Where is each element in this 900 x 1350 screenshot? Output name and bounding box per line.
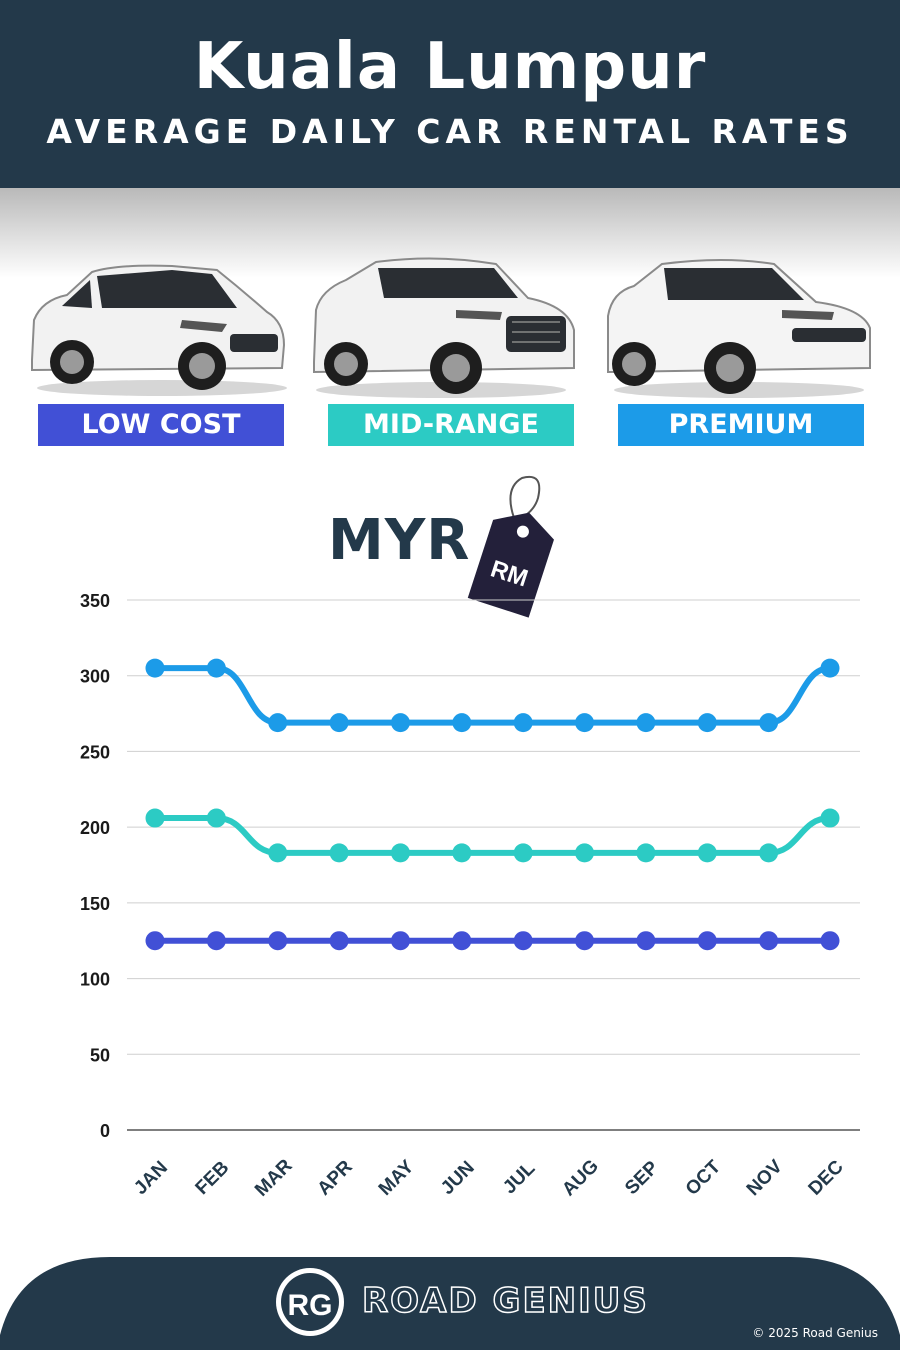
data-point bbox=[759, 713, 779, 733]
y-tick-label: 0 bbox=[100, 1121, 110, 1141]
header-banner: Kuala Lumpur AVERAGE DAILY CAR RENTAL RA… bbox=[0, 0, 900, 188]
x-tick-label: NOV bbox=[743, 1156, 787, 1200]
x-tick-label: DEC bbox=[804, 1156, 847, 1199]
x-tick-label: JUN bbox=[437, 1157, 479, 1199]
currency-code: MYR bbox=[328, 508, 471, 573]
y-tick-label: 300 bbox=[80, 667, 110, 687]
price-tag-icon: RM bbox=[467, 476, 554, 618]
data-point bbox=[513, 843, 533, 863]
data-point bbox=[513, 931, 533, 951]
footer-banner: RG bbox=[0, 1257, 900, 1350]
low-cost-label: LOW COST bbox=[38, 404, 284, 446]
data-point bbox=[145, 808, 165, 828]
hatchback-car-image bbox=[31, 264, 287, 396]
y-tick-label: 150 bbox=[80, 894, 110, 914]
x-tick-label: MAR bbox=[251, 1155, 297, 1201]
data-point bbox=[390, 713, 410, 733]
brand-name: ROAD GENIUS bbox=[361, 1280, 649, 1322]
data-point bbox=[513, 713, 533, 733]
data-point bbox=[759, 931, 779, 951]
data-point bbox=[759, 843, 779, 863]
series-line bbox=[152, 815, 833, 856]
suv-car-image bbox=[313, 257, 575, 398]
data-point bbox=[329, 843, 349, 863]
x-tick-label: FEB bbox=[192, 1157, 234, 1199]
data-point bbox=[575, 843, 595, 863]
y-tick-label: 350 bbox=[80, 591, 110, 611]
data-point bbox=[452, 931, 472, 951]
data-point bbox=[206, 808, 226, 828]
data-point bbox=[206, 658, 226, 678]
data-point bbox=[206, 931, 226, 951]
premium-label: PREMIUM bbox=[618, 404, 864, 446]
data-point bbox=[697, 843, 717, 863]
copyright-text: © 2025 Road Genius bbox=[752, 1326, 878, 1340]
data-point bbox=[575, 931, 595, 951]
x-tick-label: JUL bbox=[499, 1158, 540, 1199]
premium-suv-image bbox=[607, 259, 871, 398]
data-point bbox=[575, 713, 595, 733]
rental-rate-chart: 0 50 100 150 200 250 300 350 JAN FEB MAR APR MAY JUN J… bbox=[80, 591, 860, 1201]
data-point bbox=[697, 931, 717, 951]
x-tick-label: SEP bbox=[621, 1157, 663, 1199]
y-tick-label: 250 bbox=[80, 742, 110, 762]
page-subtitle: AVERAGE DAILY CAR RENTAL RATES bbox=[46, 112, 854, 151]
x-tick-label: JAN bbox=[130, 1157, 172, 1199]
data-point bbox=[145, 658, 165, 678]
data-point bbox=[145, 931, 165, 951]
data-point bbox=[452, 713, 472, 733]
data-point bbox=[268, 713, 288, 733]
data-point bbox=[636, 713, 656, 733]
data-point bbox=[636, 931, 656, 951]
data-point bbox=[697, 713, 717, 733]
data-point bbox=[329, 713, 349, 733]
data-point bbox=[268, 843, 288, 863]
page-title: Kuala Lumpur bbox=[193, 30, 707, 104]
series-line bbox=[152, 665, 833, 726]
road-genius-logo-icon: RG bbox=[288, 1289, 333, 1322]
x-tick-label: APR bbox=[314, 1156, 357, 1199]
data-point bbox=[820, 931, 840, 951]
data-point bbox=[268, 931, 288, 951]
x-tick-label: OCT bbox=[682, 1156, 725, 1199]
y-tick-label: 50 bbox=[90, 1045, 110, 1065]
data-point bbox=[390, 931, 410, 951]
x-tick-label: MAY bbox=[375, 1156, 419, 1200]
data-point bbox=[390, 843, 410, 863]
data-point bbox=[329, 931, 349, 951]
y-tick-label: 100 bbox=[80, 970, 110, 990]
data-point bbox=[636, 843, 656, 863]
data-point bbox=[820, 808, 840, 828]
y-tick-label: 200 bbox=[80, 818, 110, 838]
data-point bbox=[452, 843, 472, 863]
x-tick-label: AUG bbox=[558, 1156, 603, 1201]
data-point bbox=[820, 658, 840, 678]
mid-range-label: MID-RANGE bbox=[328, 404, 574, 446]
